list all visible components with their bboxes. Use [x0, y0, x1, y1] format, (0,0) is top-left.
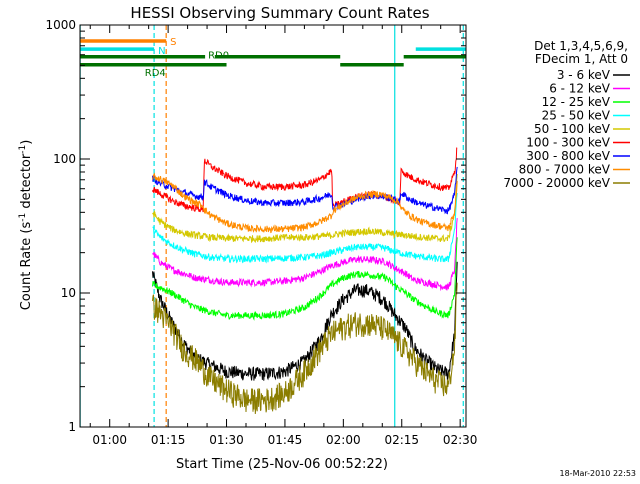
- legend-label-1: 6 - 12 keV: [549, 82, 611, 96]
- flag-label-3: RD4: [145, 68, 166, 79]
- series-line-1: [152, 218, 458, 292]
- flag-label-0: S: [170, 37, 176, 48]
- footer-timestamp: 18-Mar-2010 22:53: [560, 469, 637, 478]
- flag-label-1: N: [158, 46, 165, 57]
- legend-label-2: 12 - 25 keV: [542, 95, 611, 109]
- series-line-8: [152, 282, 458, 415]
- legend-label-8: 7000 - 20000 keV: [503, 176, 610, 190]
- x-tick-label-5: 02:15: [384, 433, 419, 447]
- svg-text:Count Rate (s-1 detector-1): Count Rate (s-1 detector-1): [18, 140, 34, 311]
- chart-title: HESSI Observing Summary Count Rates: [130, 4, 429, 22]
- legend-label-0: 3 - 6 keV: [557, 68, 611, 82]
- x-tick-label-0: 01:00: [92, 433, 127, 447]
- y-axis-label-mid: detector: [19, 153, 34, 213]
- x-tick-label-3: 01:45: [268, 433, 303, 447]
- y-axis-label-sup1: -1: [18, 213, 28, 222]
- legend-label-3: 25 - 50 keV: [542, 109, 611, 123]
- flag-label-2: RD0: [208, 51, 229, 62]
- y-tick-label-0: 1: [68, 420, 76, 434]
- y-tick-label-3: 1000: [45, 18, 76, 32]
- legend: Det 1,3,4,5,6,9, FDecim 1, Att 0 3 - 6 k…: [503, 39, 630, 190]
- legend-label-6: 300 - 800 keV: [526, 149, 610, 163]
- legend-label-7: 800 - 7000 keV: [519, 163, 611, 177]
- plot-frame: [79, 24, 467, 428]
- series-line-0: [152, 261, 458, 381]
- series-line-4: [152, 173, 458, 244]
- x-tick-label-1: 01:15: [151, 433, 186, 447]
- x-tick-label-2: 01:30: [209, 433, 244, 447]
- x-tick-label-4: 02:00: [326, 433, 361, 447]
- legend-header-1: Det 1,3,4,5,6,9,: [534, 39, 628, 53]
- legend-label-5: 100 - 300 keV: [526, 136, 610, 150]
- series-line-2: [152, 237, 458, 321]
- x-tick-label-6: 02:30: [443, 433, 478, 447]
- legend-label-4: 50 - 100 keV: [534, 122, 611, 136]
- series-line-7: [152, 172, 458, 234]
- plot-area: SN RD0 RD4 01:00 01:15 01:30 01:45 02:00 02:15 02…: [45, 18, 477, 447]
- series-line-6: [152, 166, 458, 215]
- x-axis-label: Start Time (25-Nov-06 00:52:22): [176, 457, 388, 472]
- y-tick-label-1: 10: [61, 286, 76, 300]
- legend-header-2: FDecim 1, Att 0: [535, 52, 628, 66]
- y-axis-label-end: ): [19, 140, 34, 145]
- y-axis-label-sup2: -1: [18, 145, 28, 154]
- y-axis-label: Count Rate (s-1 detector-1): [18, 140, 34, 311]
- y-axis-label-main: Count Rate (s: [19, 222, 34, 311]
- y-tick-label-2: 100: [53, 152, 76, 166]
- series-line-3: [152, 192, 458, 264]
- series-line-5: [152, 147, 458, 213]
